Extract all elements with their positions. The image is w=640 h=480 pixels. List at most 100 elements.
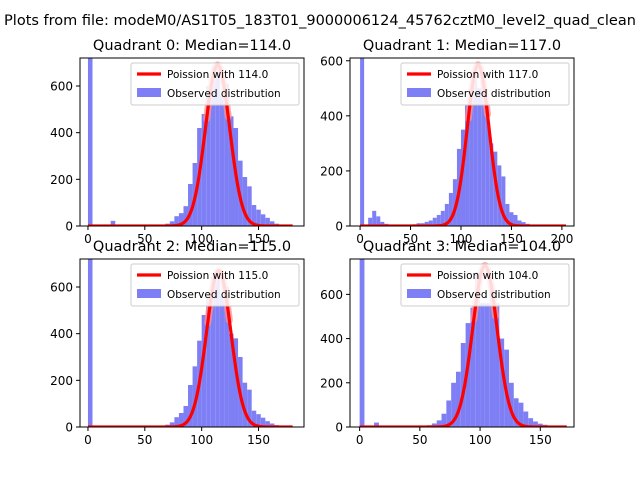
y-tick-label: 400: [50, 327, 73, 341]
histogram-bar: [224, 83, 229, 226]
x-tick-label: 50: [403, 232, 418, 246]
y-tick-label: 200: [50, 374, 73, 388]
legend: Poission with 115.0 Observed distribution: [130, 263, 300, 307]
histogram-bar: [451, 382, 456, 427]
histogram-bar: [260, 214, 266, 226]
histogram-bar: [509, 212, 514, 226]
histogram-bar: [228, 116, 234, 226]
axes-frame: [349, 57, 575, 227]
histogram-bar: [247, 389, 252, 427]
poisson-line: [86, 63, 294, 226]
histogram-bar: [265, 421, 270, 427]
histogram-bar: [501, 176, 506, 226]
histogram-bar: [368, 217, 373, 226]
x-tick-label: 50: [412, 433, 427, 447]
histogram-bar: [436, 420, 442, 427]
x-tick-label: 100: [190, 232, 213, 246]
axes-frame: [349, 258, 575, 428]
histogram-bar: [473, 69, 478, 226]
subplot-title: Quadrant 2: Median=115.0: [93, 239, 291, 255]
histogram-bar: [455, 371, 461, 427]
y-tick-label: 0: [335, 220, 343, 234]
legend-box: [400, 263, 570, 307]
subplot-quadrant-1: Quadrant 1: Median=117.0 0 50 100 150 200 0 200…: [320, 38, 575, 246]
y-tick-label: 0: [335, 421, 343, 435]
histogram-bar: [374, 422, 379, 427]
histogram-bar: [508, 382, 514, 427]
subplot-title: Quadrant 3: Median=104.0: [363, 239, 561, 255]
y-tick-label: 400: [320, 109, 343, 123]
histogram-bar: [192, 366, 198, 427]
histogram-bar: [477, 88, 482, 226]
axes-frame: [79, 57, 305, 227]
legend-bar-swatch: [407, 289, 431, 298]
y-tick-label: 400: [320, 332, 343, 346]
legend-label-observed: Observed distribution: [437, 289, 551, 301]
subplot-grid: Quadrant 0: Median=114.0 0 50 100 150 0 200 400…: [50, 38, 575, 447]
legend-label-observed: Observed distribution: [437, 88, 551, 100]
subplot-quadrant-0: Quadrant 0: Median=114.0 0 50 100 150 0 200 400…: [50, 38, 305, 246]
histogram-bar: [428, 220, 433, 226]
histogram-bar: [178, 413, 184, 427]
histogram-bar: [533, 421, 538, 427]
histogram-bar: [224, 287, 229, 427]
histogram-bar: [521, 222, 526, 226]
y-tick-label: 0: [65, 421, 73, 435]
histogram-bar: [210, 277, 216, 427]
x-tick-label: 100: [450, 232, 473, 246]
histogram-bar: [517, 220, 522, 226]
legend: Poission with 104.0 Observed distribution: [400, 263, 570, 307]
legend-box: [130, 263, 300, 307]
x-tick-label: 0: [84, 232, 92, 246]
histogram-bar: [440, 210, 445, 226]
histogram-bars: [87, 259, 289, 427]
x-tick-label: 150: [529, 433, 552, 447]
histogram-bar: [432, 217, 437, 226]
histogram-bar: [494, 303, 500, 427]
poisson-line: [86, 269, 294, 427]
legend-box: [130, 62, 300, 106]
histogram-bar: [206, 296, 211, 427]
y-tick-label: 0: [65, 220, 73, 234]
histogram-bar: [178, 213, 184, 226]
histogram-bar: [201, 315, 207, 427]
y-tick-label: 600: [50, 80, 73, 94]
histogram-bar: [215, 65, 220, 226]
x-tick-label: 200: [550, 232, 573, 246]
histogram-bar: [475, 272, 481, 427]
histogram-bar: [470, 307, 476, 427]
histogram-bar: [219, 95, 225, 226]
y-tick-label: 200: [50, 173, 73, 187]
histogram-bar: [269, 423, 275, 427]
legend-label-observed: Observed distribution: [167, 289, 281, 301]
x-tick-label: 50: [137, 232, 152, 246]
histogram-bar: [228, 333, 234, 427]
legend-label-poisson: Poission with 117.0: [437, 69, 538, 81]
histogram-bar: [523, 411, 529, 427]
subplot-title: Quadrant 0: Median=114.0: [93, 38, 291, 54]
x-tick-label: 0: [356, 433, 364, 447]
histogram-bar: [513, 398, 519, 427]
histogram-bar: [183, 406, 189, 427]
legend-label-observed: Observed distribution: [167, 88, 281, 100]
histogram-bar: [452, 179, 457, 226]
histogram-bar: [484, 303, 490, 427]
histogram-bar: [489, 285, 495, 427]
histogram-bar: [431, 423, 437, 427]
histogram-bar: [424, 221, 429, 226]
histogram-bar: [260, 417, 266, 427]
x-tick-label: 100: [190, 433, 213, 447]
histogram-bar: [188, 385, 193, 427]
histogram-bar: [372, 210, 377, 226]
histogram-bar: [174, 216, 179, 226]
histogram-bar: [513, 214, 518, 226]
subplot-title: Quadrant 1: Median=117.0: [363, 38, 561, 54]
histogram-bar: [256, 209, 261, 226]
poisson-line: [358, 63, 568, 226]
legend: Poission with 114.0 Observed distribution: [130, 62, 300, 106]
histogram-bar: [460, 129, 466, 226]
histogram-bar: [188, 184, 193, 226]
histogram-bar: [219, 296, 225, 427]
histogram-bar: [465, 104, 470, 226]
legend-bar-swatch: [407, 88, 431, 97]
